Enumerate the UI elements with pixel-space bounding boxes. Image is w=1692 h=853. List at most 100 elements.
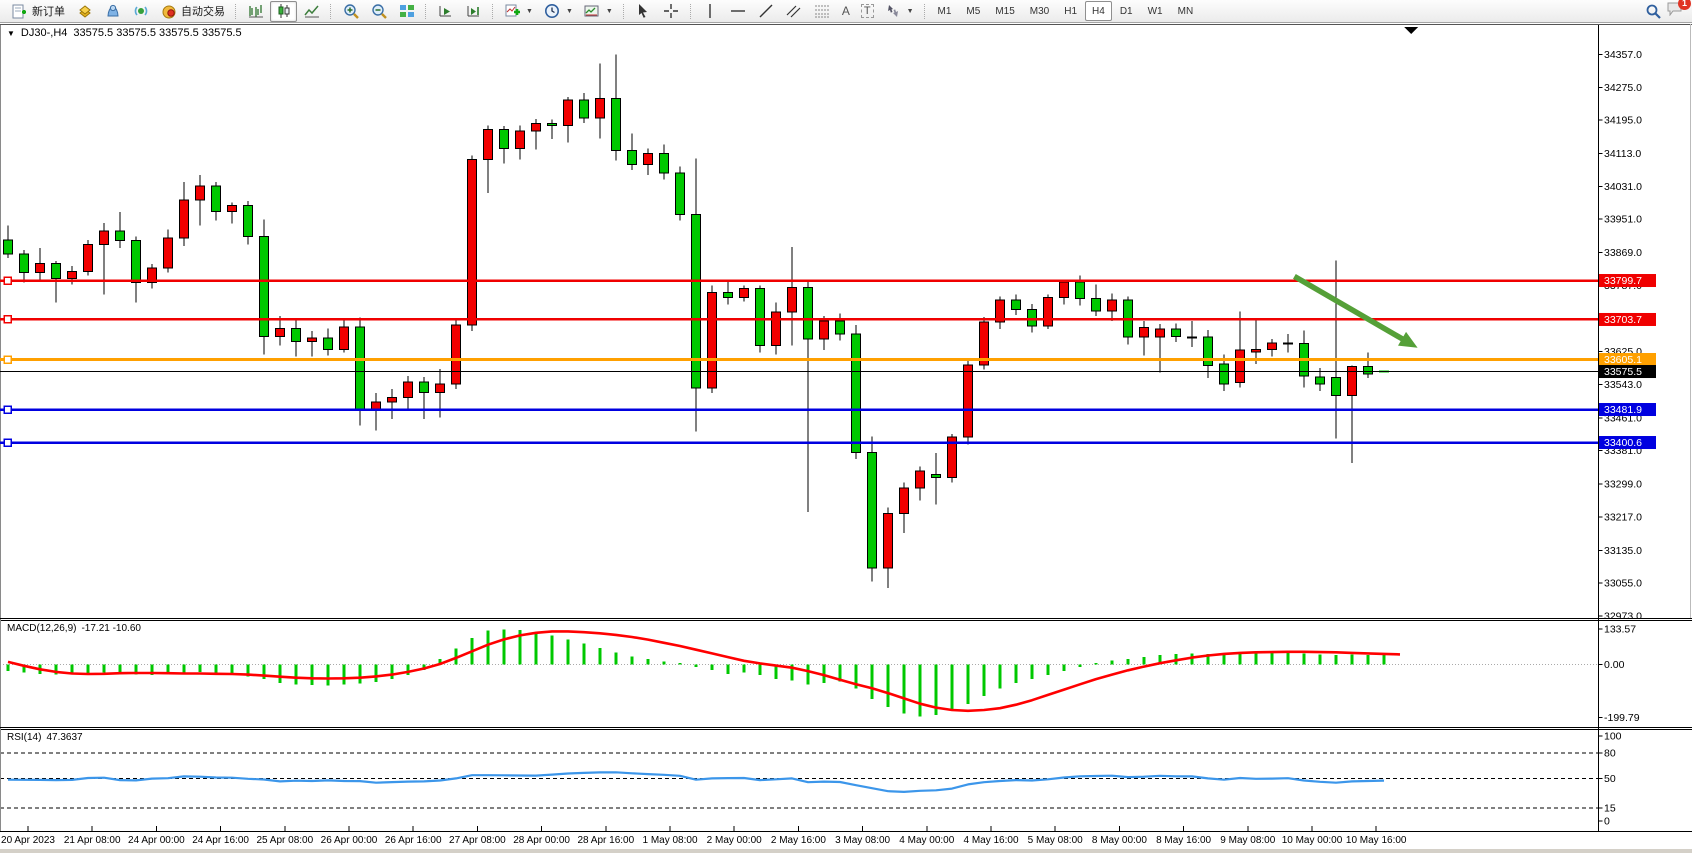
timeframe-button-m1[interactable]: M1 <box>937 5 952 17</box>
line-chart-button[interactable] <box>298 1 325 22</box>
candle-body <box>355 326 365 411</box>
fibonacci-tool-button[interactable] <box>809 1 836 22</box>
timeframe-button-h4[interactable]: H4 <box>1085 1 1112 21</box>
timeframe-button-h1[interactable]: H1 <box>1064 5 1078 17</box>
candle-body <box>243 204 253 238</box>
candle-body <box>979 321 989 366</box>
candle-body <box>307 337 317 342</box>
timeframe-button-m5[interactable]: M5 <box>966 5 981 17</box>
hline-handle[interactable] <box>3 405 12 414</box>
candle-body <box>835 320 845 335</box>
candle-body <box>483 128 493 160</box>
svg-text:33575.5: 33575.5 <box>1604 366 1642 378</box>
candle-body <box>963 364 973 438</box>
search-icon[interactable] <box>1644 3 1661 20</box>
candle-body <box>451 324 461 385</box>
date-label: 8 May 16:00 <box>1156 835 1212 846</box>
line-chart-icon <box>303 3 320 20</box>
timeframe-button-m30[interactable]: M30 <box>1029 5 1050 17</box>
chart-window: 34357.0 34275.0 34195.0 34113.0 34031.0 33951… <box>0 24 1692 853</box>
new-order-button[interactable]: 新订单 <box>6 1 70 22</box>
candle-body <box>595 98 605 119</box>
collapse-caret-icon[interactable]: ▼ <box>7 28 15 38</box>
candle-body <box>1251 348 1261 353</box>
candle-body <box>867 451 877 569</box>
candle-body <box>819 320 829 340</box>
price-axis-tick: 33055.0 <box>1604 577 1642 589</box>
autotrade-button[interactable]: 自动交易 <box>155 1 230 22</box>
zoom-in-button[interactable] <box>337 1 364 22</box>
zoom-out-button[interactable] <box>365 1 392 22</box>
date-label: 27 Apr 08:00 <box>449 835 506 846</box>
candle-body <box>1235 349 1245 384</box>
rsi-panel-canvas[interactable]: 100 80 50 150 <box>0 728 1692 832</box>
label-tool-icon: T <box>860 4 874 18</box>
price-axis-tick: 33299.0 <box>1604 478 1642 490</box>
arrows-tool-button[interactable]: ▼ <box>880 1 919 22</box>
hline-handle[interactable] <box>3 315 12 324</box>
indicators-button[interactable]: ▼ <box>499 1 538 22</box>
chat-badge: 1 <box>1678 0 1691 10</box>
chart-shift-button[interactable] <box>460 1 487 22</box>
chart-shift-marker[interactable] <box>1404 27 1419 34</box>
candle-body <box>1155 328 1165 338</box>
price-axis-tick: 33869.0 <box>1604 247 1642 259</box>
vertical-line-tool-button[interactable] <box>697 1 724 22</box>
candle-body <box>419 381 429 393</box>
hline-33481.9[interactable] <box>0 405 1598 414</box>
macd-signal-line <box>7 630 1401 713</box>
candles-chart-button[interactable] <box>270 0 297 22</box>
price-badge: 33799.7 <box>1599 274 1656 288</box>
toolbar-separator <box>689 3 692 19</box>
candle-body <box>1187 336 1197 339</box>
date-label: 2 May 00:00 <box>706 835 762 846</box>
autoscroll-button[interactable] <box>432 1 459 22</box>
hline-33703.7[interactable] <box>0 315 1598 324</box>
rsi-indicator-label: RSI(14) 47.3637 <box>7 732 83 743</box>
chat-button[interactable]: 1 <box>1667 0 1691 21</box>
periods-button[interactable]: ▼ <box>539 1 578 22</box>
trendline-icon <box>758 3 775 20</box>
timeframe-button-m15[interactable]: M15 <box>995 5 1015 17</box>
timeframe-button-mn[interactable]: MN <box>1177 5 1194 17</box>
hline-33605.1[interactable] <box>0 355 1598 364</box>
macd-panel-canvas[interactable]: 133.57 0.00 -199.79 <box>0 619 1692 728</box>
horizontal-line-tool-button[interactable] <box>725 1 752 22</box>
navigator-button[interactable] <box>127 1 154 22</box>
hline-handle[interactable] <box>3 276 12 285</box>
candle-body <box>403 381 413 398</box>
candle-body <box>1203 336 1213 367</box>
price-badge: 33481.9 <box>1599 403 1656 417</box>
timeframe-button-d1[interactable]: D1 <box>1119 5 1133 17</box>
templates-button[interactable]: ▼ <box>579 1 618 22</box>
candle-body <box>211 185 221 212</box>
trendline-tool-button[interactable] <box>753 1 780 22</box>
date-axis[interactable]: 20 Apr 2023 21 Apr 08:00 24 Apr 00:00 24 Ap… <box>0 832 1692 853</box>
bars-chart-button[interactable] <box>242 1 269 22</box>
toolbar-separator <box>330 3 332 19</box>
market-watch-button[interactable] <box>71 1 98 22</box>
channel-tool-button[interactable] <box>781 1 808 22</box>
date-label: 1 May 08:00 <box>642 835 698 846</box>
candle-body <box>739 288 749 298</box>
candle-body <box>1043 296 1053 327</box>
hline-handle[interactable] <box>3 355 12 364</box>
label-tool-button[interactable]: T <box>856 1 879 22</box>
data-window-button[interactable] <box>99 1 126 22</box>
main-chart-canvas[interactable]: 34357.0 34275.0 34195.0 34113.0 34031.0 33951… <box>0 24 1692 619</box>
timeframe-button-w1[interactable]: W1 <box>1147 5 1163 17</box>
crosshair-button[interactable] <box>658 1 685 22</box>
rsi-axis-tick: 50 <box>1604 773 1616 785</box>
tile-windows-icon <box>398 3 415 20</box>
candle-body <box>1331 376 1341 397</box>
hline-33400.6[interactable] <box>0 438 1598 447</box>
text-tool-button[interactable]: A <box>837 1 855 22</box>
candle-body <box>179 199 189 239</box>
candle-body <box>131 240 141 283</box>
cursor-button[interactable] <box>630 1 657 22</box>
hline-33799.7[interactable] <box>0 276 1598 285</box>
hline-handle[interactable] <box>3 438 12 447</box>
tile-windows-button[interactable] <box>393 1 420 22</box>
downtrend-arrow[interactable] <box>1293 273 1418 348</box>
indicators-icon <box>504 3 521 20</box>
